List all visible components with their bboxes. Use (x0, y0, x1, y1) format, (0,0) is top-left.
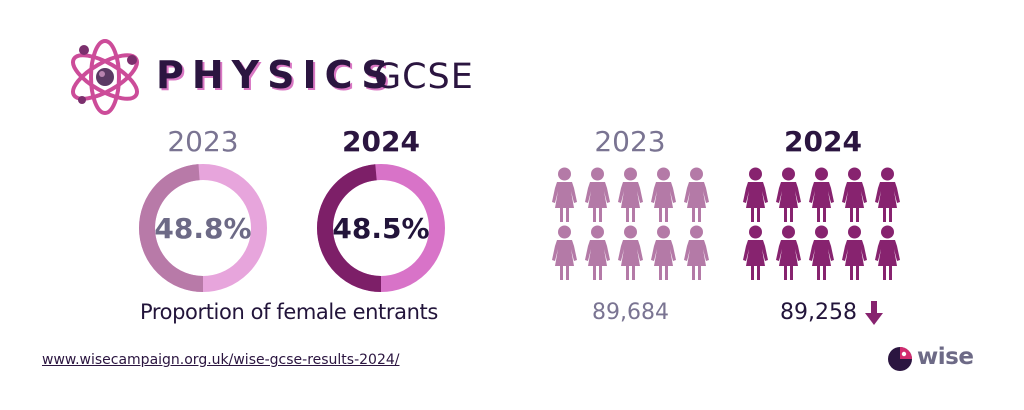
person-icon (647, 166, 680, 224)
person-icon (805, 224, 838, 282)
entrant-count-2024: 89,258 (780, 300, 857, 325)
person-icon (581, 166, 614, 224)
entrant-count-2023: 89,684 (592, 300, 669, 325)
donut-2023: 48.8% (137, 162, 269, 294)
atom-logo-icon (71, 39, 139, 115)
people-grid-2023 (548, 166, 713, 282)
donut-2023-arc (139, 164, 267, 292)
year-2023-percent: 2023 (167, 125, 239, 158)
year-2024-entrants: 2024 (784, 125, 862, 158)
person-icon (614, 166, 647, 224)
donut-2024-ring (317, 164, 445, 292)
percent-2023-label: 48.8% (154, 211, 252, 245)
donut-2024-arc (317, 164, 445, 292)
person-icon (838, 166, 871, 224)
person-icon (680, 224, 713, 282)
person-icon (739, 224, 772, 282)
person-icon (772, 166, 805, 224)
wise-logo: wise (887, 344, 977, 374)
person-icon (805, 166, 838, 224)
wise-logo-icon (888, 347, 912, 371)
person-icon (871, 166, 904, 224)
year-2024-percent: 2024 (342, 125, 420, 158)
caption-female-entrants: Proportion of female entrants (140, 300, 438, 324)
person-icon (680, 166, 713, 224)
person-icon (614, 224, 647, 282)
donut-2023-ring (139, 164, 267, 292)
donut-2024: 48.5% (315, 162, 447, 294)
person-icon (772, 224, 805, 282)
person-icon (548, 166, 581, 224)
percent-2024-label: 48.5% (332, 211, 430, 245)
wise-brand-text: wise (917, 344, 974, 370)
arrow-down-icon (865, 301, 883, 325)
person-icon (838, 224, 871, 282)
year-2023-entrants: 2023 (594, 125, 666, 158)
title-gcse: GCSE (374, 57, 474, 97)
person-icon (581, 224, 614, 282)
person-icon (647, 224, 680, 282)
person-icon (739, 166, 772, 224)
person-icon (871, 224, 904, 282)
source-link[interactable]: www.wisecampaign.org.uk/wise-gcse-result… (42, 352, 400, 368)
person-icon (548, 224, 581, 282)
people-grid-2024 (739, 166, 904, 282)
title-physics: PHYSICS (156, 53, 397, 97)
